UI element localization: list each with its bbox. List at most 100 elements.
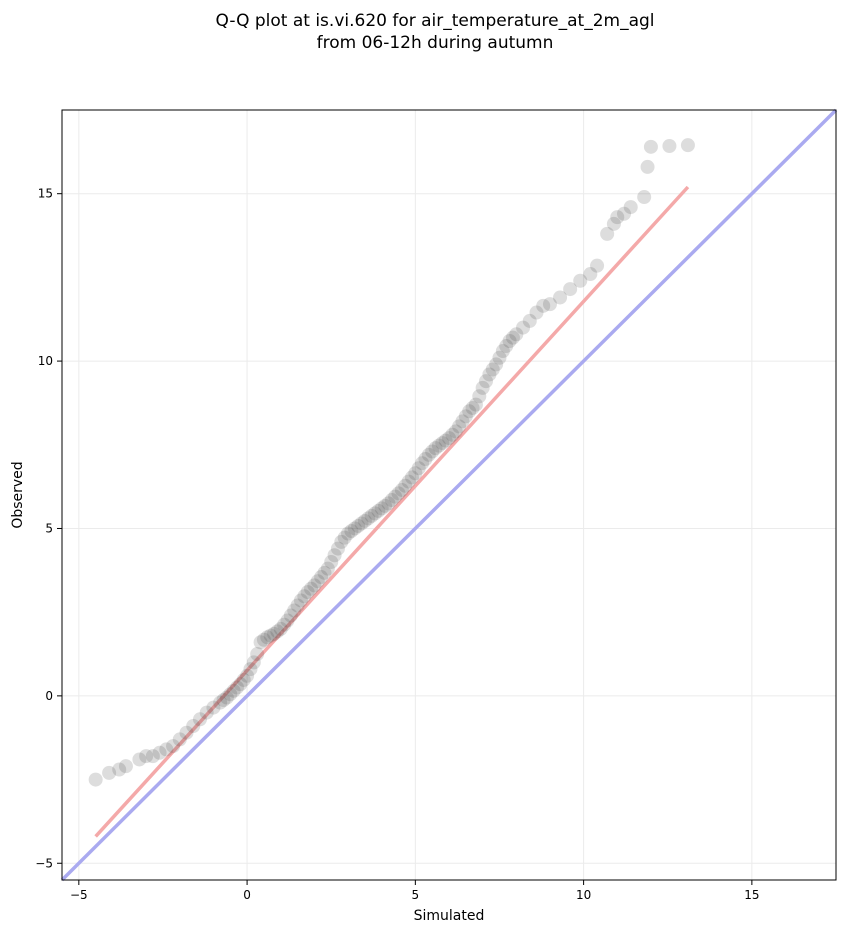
qq-point: [179, 725, 194, 740]
qq-point: [310, 574, 325, 589]
qq-point: [277, 617, 292, 632]
qq-point: [226, 683, 241, 698]
qq-point: [516, 320, 531, 335]
qq-point: [270, 624, 285, 639]
qq-point: [468, 397, 483, 412]
qq-point: [364, 508, 379, 523]
qq-point: [408, 466, 423, 481]
qq-point: [236, 672, 251, 687]
qq-point: [502, 334, 517, 348]
qq-point: [260, 630, 275, 645]
qq-point: [216, 693, 231, 708]
qq-point: [344, 523, 359, 538]
qq-point: [324, 554, 339, 569]
grid-lines: [62, 110, 836, 880]
qq-point: [354, 516, 369, 531]
qq-point: [418, 452, 433, 467]
qq-point: [88, 772, 103, 787]
x-axis-label: Simulated: [414, 908, 485, 924]
qq-point: [297, 589, 312, 604]
qq-point: [482, 367, 497, 382]
identity-line: [60, 108, 838, 882]
qq-point: [623, 200, 638, 215]
qq-point: [240, 668, 255, 683]
qq-point: [458, 409, 473, 424]
qq-point: [263, 628, 278, 643]
qq-point: [411, 461, 426, 476]
data-points: [88, 138, 695, 787]
qq-point: [304, 581, 319, 596]
qq-point: [166, 739, 181, 754]
qq-point: [159, 742, 174, 757]
qq-point: [337, 530, 352, 545]
qq-point: [223, 687, 238, 702]
qq-point: [206, 700, 221, 715]
qq-point: [421, 447, 436, 462]
qq-point: [307, 578, 322, 593]
qq-point: [327, 548, 342, 563]
qq-point: [391, 486, 406, 501]
qq-point: [448, 424, 463, 439]
qq-point: [680, 138, 695, 153]
qq-point: [317, 565, 332, 580]
qq-point: [246, 655, 261, 670]
qq-point: [401, 474, 416, 489]
qq-point: [290, 598, 305, 613]
qq-point: [662, 138, 677, 153]
x-tick-label: 0: [243, 888, 251, 902]
qq-point: [341, 526, 356, 541]
qq-point: [139, 749, 154, 764]
y-tick-label: −5: [35, 856, 53, 870]
qq-point: [112, 762, 127, 777]
x-tick-label: 10: [576, 888, 591, 902]
qq-point: [428, 441, 443, 456]
qq-point: [438, 433, 453, 448]
qq-point: [293, 593, 308, 608]
qq-point: [583, 267, 598, 282]
qq-point: [431, 438, 446, 453]
qq-point: [229, 680, 244, 695]
qq-point: [253, 635, 268, 650]
chart-title-line-2: from 06-12h during autumn: [317, 33, 554, 53]
y-axis-label: Observed: [10, 461, 26, 528]
y-tick-label: 10: [38, 354, 53, 368]
qq-point: [505, 330, 520, 345]
qq-point: [529, 305, 544, 320]
qq-point: [361, 511, 376, 526]
qq-point: [445, 427, 460, 442]
qq-point: [273, 621, 288, 636]
qq-point: [384, 493, 399, 508]
y-tick-label: 5: [45, 521, 53, 535]
qq-point: [314, 570, 329, 585]
qq-point: [213, 695, 228, 710]
qq-point: [334, 534, 349, 549]
y-tick-label: 0: [45, 689, 53, 703]
qq-point: [357, 513, 372, 528]
plot-area-frame: [61, 109, 837, 881]
qq-point: [351, 518, 366, 533]
qq-point: [199, 705, 214, 720]
qq-point: [152, 745, 167, 760]
qq-point: [643, 139, 658, 154]
qq-point: [522, 313, 537, 328]
qq-point: [283, 608, 298, 623]
qq-point: [374, 501, 389, 516]
qq-point: [219, 690, 234, 705]
qq-point: [320, 561, 335, 576]
qq-point: [233, 677, 248, 692]
qq-point: [495, 344, 510, 359]
qq-point: [267, 626, 282, 641]
qq-point: [172, 732, 187, 747]
qq-point: [371, 503, 386, 518]
x-tick-label: 15: [744, 888, 759, 902]
qq-point: [472, 389, 487, 404]
qq-point: [300, 585, 315, 600]
y-tick-label: 15: [38, 187, 53, 201]
qq-point: [590, 258, 605, 273]
qq-point: [499, 339, 514, 354]
qq-point: [425, 444, 440, 459]
qq-point: [415, 456, 430, 471]
qq-point: [553, 290, 568, 305]
qq-point: [479, 374, 494, 389]
